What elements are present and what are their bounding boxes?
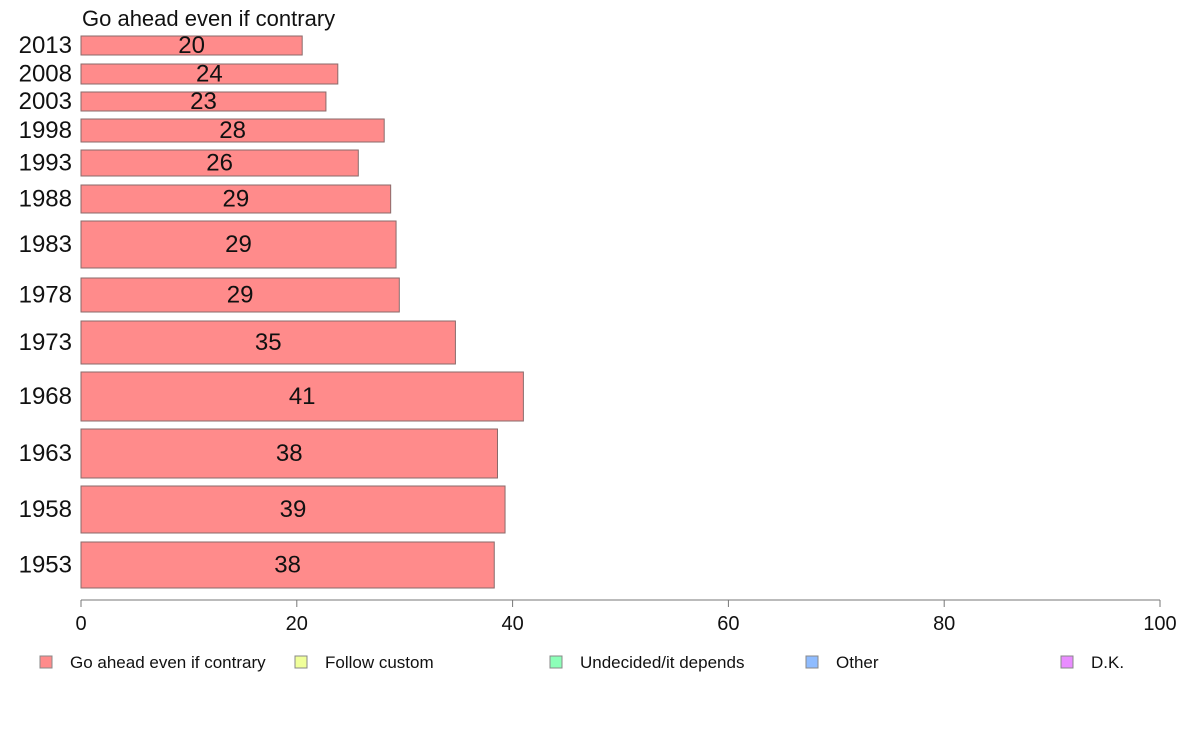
data-label: 39	[280, 496, 307, 523]
data-label: 29	[227, 282, 254, 309]
y-tick-label: 1993	[19, 150, 72, 177]
y-tick-label: 1963	[19, 440, 72, 467]
y-tick-label: 1953	[19, 552, 72, 579]
legend-swatch	[39, 655, 53, 669]
bar-1988	[80, 184, 392, 214]
y-tick-label: 2003	[19, 88, 72, 115]
bar-1958	[80, 485, 506, 534]
y-tick-label: 2008	[19, 61, 72, 88]
data-label: 41	[289, 383, 316, 410]
legend-label: Undecided/it depends	[580, 653, 744, 672]
x-axis: 0 20 40 60 80 100	[75, 599, 1177, 635]
bar-1983	[80, 220, 397, 269]
x-tick-label: 20	[286, 613, 308, 635]
x-tick-label: 100	[1143, 613, 1176, 635]
data-label: 28	[219, 117, 246, 144]
data-label: 38	[276, 440, 303, 467]
legend-label: Follow custom	[325, 653, 434, 672]
bar-2013	[80, 35, 303, 56]
bar-2003	[80, 91, 327, 112]
y-tick-label: 1958	[19, 496, 72, 523]
x-tick-label: 80	[933, 613, 955, 635]
legend-swatch	[1060, 655, 1074, 669]
bar-1978	[80, 277, 400, 313]
legend-swatch	[549, 655, 563, 669]
bar-1993	[80, 149, 359, 177]
x-tick-label: 60	[717, 613, 739, 635]
bars-group: 2013 20 2008 24 2003 23 1998 28 1993 26 1988 29 1983…	[19, 32, 524, 589]
y-tick-label: 1968	[19, 383, 72, 410]
data-label: 29	[222, 186, 249, 213]
bar-1973	[80, 320, 456, 365]
legend-label: Other	[836, 653, 879, 672]
y-tick-label: 2013	[19, 32, 72, 59]
data-label: 26	[206, 150, 233, 177]
legend-swatch	[805, 655, 819, 669]
data-label: 38	[274, 552, 301, 579]
legend: Go ahead even if contrary Follow custom Un…	[39, 653, 1124, 672]
legend-swatch	[294, 655, 308, 669]
legend-label: D.K.	[1091, 653, 1124, 672]
x-tick-label: 40	[501, 613, 523, 635]
bar-1953	[80, 541, 495, 589]
legend-label: Go ahead even if contrary	[70, 653, 266, 672]
bar-1963	[80, 428, 498, 479]
data-label: 24	[196, 61, 223, 88]
y-tick-label: 1988	[19, 186, 72, 213]
bar-1968	[80, 371, 524, 422]
x-tick-label: 0	[75, 613, 86, 635]
chart-title: Go ahead even if contrary	[82, 6, 335, 31]
y-tick-label: 1998	[19, 117, 72, 144]
y-tick-label: 1978	[19, 282, 72, 309]
data-label: 23	[190, 88, 217, 115]
bar-2008	[80, 63, 339, 85]
data-label: 35	[255, 329, 282, 356]
y-tick-label: 1983	[19, 231, 72, 258]
data-label: 20	[178, 32, 205, 59]
y-tick-label: 1973	[19, 329, 72, 356]
bar-1998	[80, 118, 385, 143]
data-label: 29	[225, 231, 252, 258]
